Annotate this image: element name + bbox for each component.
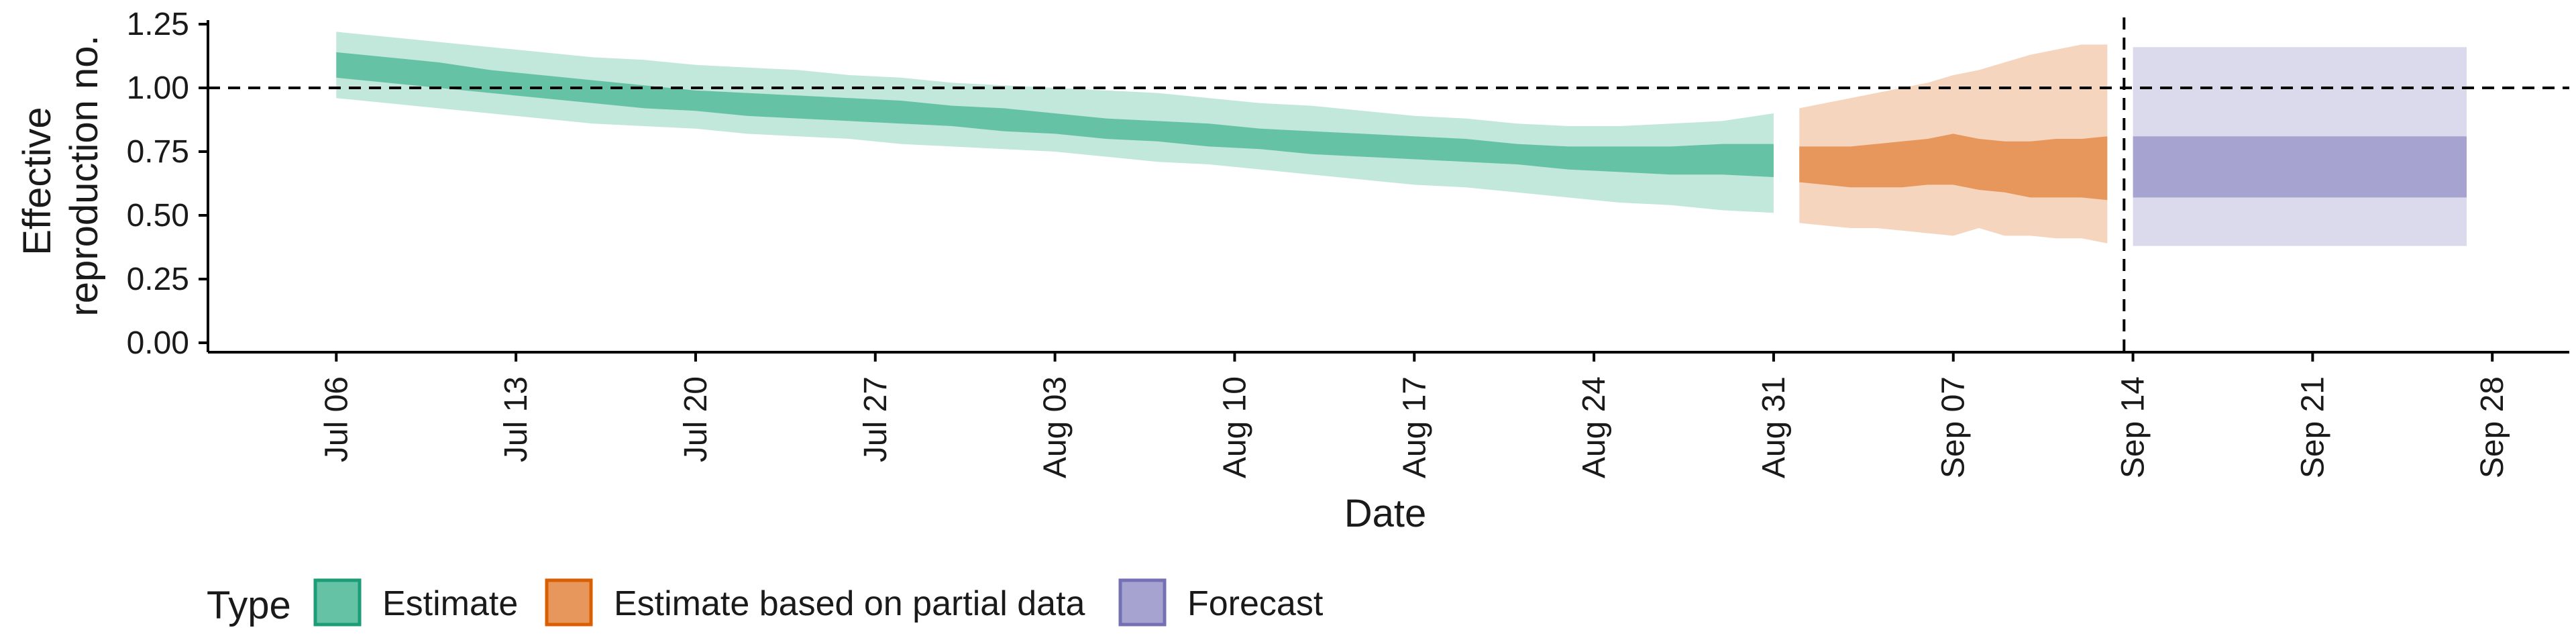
legend-swatch xyxy=(1118,578,1167,627)
legend-title: Type xyxy=(207,584,291,627)
axes-layer xyxy=(207,20,2569,354)
x-tick-label: Jul 13 xyxy=(498,376,534,462)
legend-swatch xyxy=(545,578,593,627)
y-tick-label: 1.25 xyxy=(127,7,189,42)
x-tick-label: Jul 06 xyxy=(319,376,354,462)
legend-label: Estimate xyxy=(382,584,518,623)
legend-swatch xyxy=(313,578,362,627)
x-tick-label: Aug 17 xyxy=(1397,376,1432,478)
y-tick-label: 0.75 xyxy=(127,134,189,170)
legend-label: Forecast xyxy=(1187,584,1324,623)
x-axis-ticks: Jul 06 Jul 13 Jul 20 Jul 27 Aug 03 Aug 10 Aug … xyxy=(319,352,2510,478)
y-axis-ticks: 0.00 0.25 0.50 0.75 1.00 1.25 xyxy=(127,7,208,361)
y-tick-label: 0.50 xyxy=(127,198,189,233)
band-layer xyxy=(336,32,2467,246)
x-tick-label: Aug 24 xyxy=(1576,376,1612,478)
y-axis-title: Effective reproduction no. xyxy=(15,35,106,316)
x-tick-label: Aug 31 xyxy=(1756,376,1792,478)
x-tick-label: Aug 03 xyxy=(1038,376,1073,478)
x-tick-label: Sep 21 xyxy=(2295,376,2330,478)
x-tick-label: Sep 07 xyxy=(1936,376,1972,478)
band-inner-series-2 xyxy=(2133,136,2467,198)
y-tick-label: 1.00 xyxy=(127,70,189,106)
legend: Type Estimate Estimate based on partial d… xyxy=(207,578,1324,627)
x-tick-label: Sep 14 xyxy=(2116,376,2151,478)
band-inner-series-0 xyxy=(336,52,1774,177)
band-inner-series-1 xyxy=(1799,133,2108,201)
y-tick-label: 0.25 xyxy=(127,262,189,297)
x-axis-title: Date xyxy=(1344,492,1427,535)
y-tick-label: 0.00 xyxy=(127,325,189,361)
x-tick-label: Sep 28 xyxy=(2475,376,2510,478)
y-axis-title-line2: reproduction no. xyxy=(62,35,106,316)
legend-label: Estimate based on partial data xyxy=(614,584,1085,623)
x-tick-label: Aug 10 xyxy=(1217,376,1252,478)
y-axis-title-line1: Effective xyxy=(15,107,59,255)
x-tick-label: Jul 20 xyxy=(678,376,714,462)
reference-lines xyxy=(208,17,2569,352)
x-tick-label: Jul 27 xyxy=(858,376,894,462)
